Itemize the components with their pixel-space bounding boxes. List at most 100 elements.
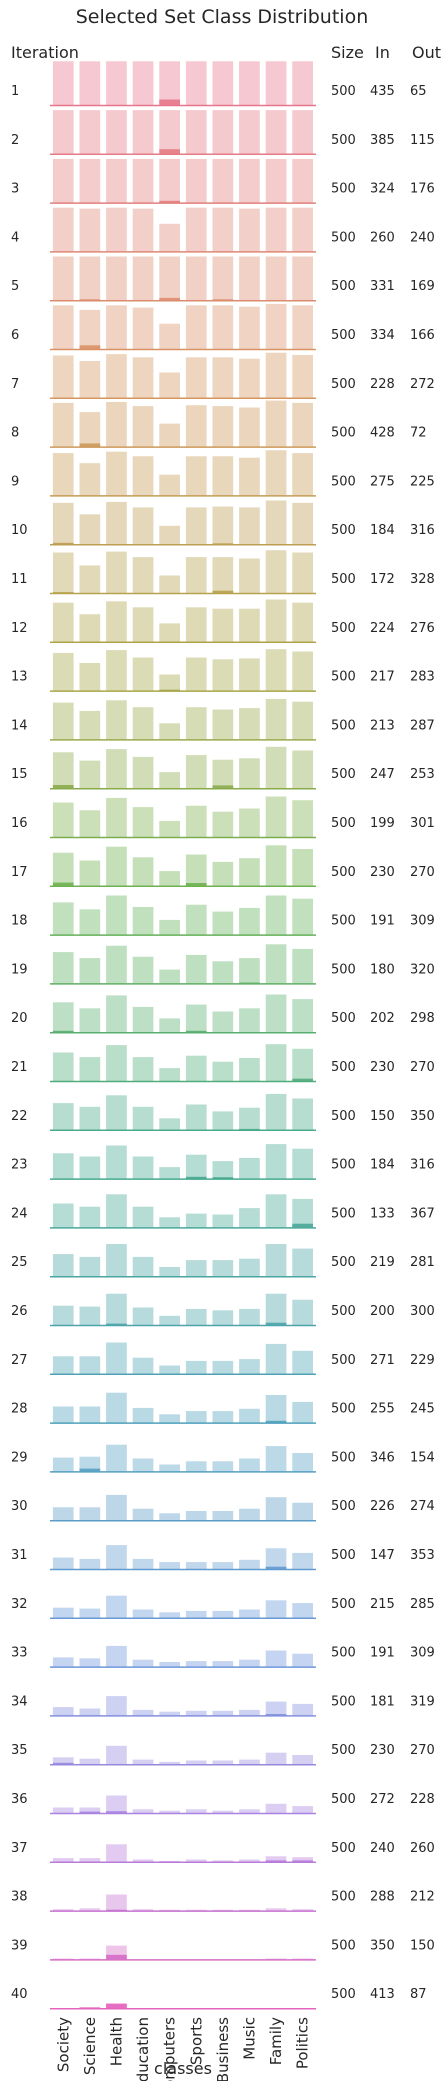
iteration-label: 28 [11, 1402, 28, 1417]
out-value: 316 [410, 523, 435, 538]
pool-bar [79, 1156, 101, 1179]
in-value: 435 [370, 84, 395, 99]
pool-bar [106, 1293, 127, 1325]
pool-bar [52, 802, 74, 837]
iteration-label: 6 [11, 328, 19, 343]
pool-bar [265, 1194, 287, 1228]
pool-bar [292, 1048, 313, 1081]
pool-bar [106, 797, 127, 837]
added-bar [239, 982, 260, 984]
pool-bar [239, 358, 260, 398]
pool-bar [132, 406, 154, 447]
pool-bar [265, 550, 287, 593]
pool-bar [132, 1809, 154, 1813]
out-value: 270 [410, 1060, 435, 1075]
pool-bar [106, 1844, 127, 1862]
in-value: 180 [370, 962, 395, 977]
pool-bar [79, 1057, 101, 1081]
iteration-label: 3 [11, 182, 19, 197]
pool-bar [132, 707, 154, 740]
pool-bar [52, 256, 74, 301]
pool-bar [52, 652, 74, 691]
pool-bar [52, 355, 74, 398]
pool-bar [212, 1860, 234, 1862]
out-value: 276 [410, 621, 435, 636]
pool-bar [159, 674, 180, 691]
pool-bar [265, 1144, 287, 1179]
out-value: 225 [410, 474, 435, 489]
pool-bar [185, 1260, 207, 1277]
pool-bar [159, 1267, 180, 1277]
pool-bar [52, 1002, 74, 1033]
pool-bar [159, 323, 180, 349]
in-value: 184 [370, 523, 395, 538]
pool-bar [106, 650, 127, 691]
out-value: 300 [410, 1304, 435, 1319]
pool-bar [52, 1052, 74, 1081]
pool-bar [79, 463, 101, 496]
pool-bar [292, 1909, 313, 1911]
pool-bar [52, 1153, 74, 1179]
out-value: 270 [410, 865, 435, 880]
pool-bar [239, 1659, 260, 1667]
pool-bar [292, 999, 313, 1033]
pool-bar [106, 1095, 127, 1130]
out-value: 72 [410, 426, 427, 441]
added-bar [52, 785, 74, 789]
size-value: 500 [331, 1792, 356, 1807]
pool-bar [52, 1757, 74, 1765]
size-value: 500 [331, 1548, 356, 1563]
pool-bar [292, 750, 313, 789]
pool-bar [79, 860, 101, 886]
pool-bar [106, 501, 127, 545]
pool-bar [132, 1909, 154, 1911]
pool-bar [79, 1708, 101, 1716]
pool-bar [132, 1057, 154, 1081]
pool-bar [239, 1859, 260, 1862]
pool-bar [159, 1118, 180, 1130]
pool-bar [52, 952, 74, 984]
pool-bar [106, 895, 127, 935]
pool-bar [52, 1807, 74, 1813]
pool-bar [212, 659, 234, 691]
pool-bar [132, 857, 154, 886]
out-value: 240 [410, 230, 435, 245]
pool-bar [106, 1045, 127, 1081]
pool-bar [265, 1548, 287, 1569]
pool-bar [79, 1008, 101, 1033]
iteration-label: 16 [11, 816, 28, 831]
out-value: 115 [410, 133, 435, 148]
pool-bar [106, 1494, 127, 1521]
pool-bar [132, 807, 154, 837]
pool-bar [79, 208, 101, 252]
size-value: 500 [331, 670, 356, 685]
pool-bar [265, 1701, 287, 1716]
in-value: 240 [370, 1841, 395, 1856]
size-value: 500 [331, 1987, 356, 2002]
pool-bar [212, 759, 234, 789]
pool-bar [239, 1809, 260, 1813]
added-bar [292, 1223, 313, 1228]
pool-bar [292, 1098, 313, 1130]
pool-bar [239, 907, 260, 935]
in-value: 191 [370, 914, 395, 929]
pool-bar [292, 800, 313, 837]
pool-bar [185, 1610, 207, 1618]
pool-bar [106, 1696, 127, 1716]
pool-bar [79, 1206, 101, 1228]
pool-bar [79, 565, 101, 593]
pool-bar [212, 1260, 234, 1277]
pool-bar [132, 61, 154, 105]
pool-bar [106, 1194, 127, 1228]
pool-bar [52, 852, 74, 886]
added-bar [292, 1078, 313, 1081]
pool-bar [292, 1248, 313, 1277]
pool-bar [239, 1157, 260, 1179]
pool-bar [159, 1513, 180, 1521]
out-column-header: Out [412, 43, 442, 62]
pool-bar [292, 898, 313, 935]
pool-bar [212, 1810, 234, 1813]
pool-bar [79, 256, 101, 301]
out-value: 166 [410, 328, 435, 343]
pool-bar [106, 1392, 127, 1423]
